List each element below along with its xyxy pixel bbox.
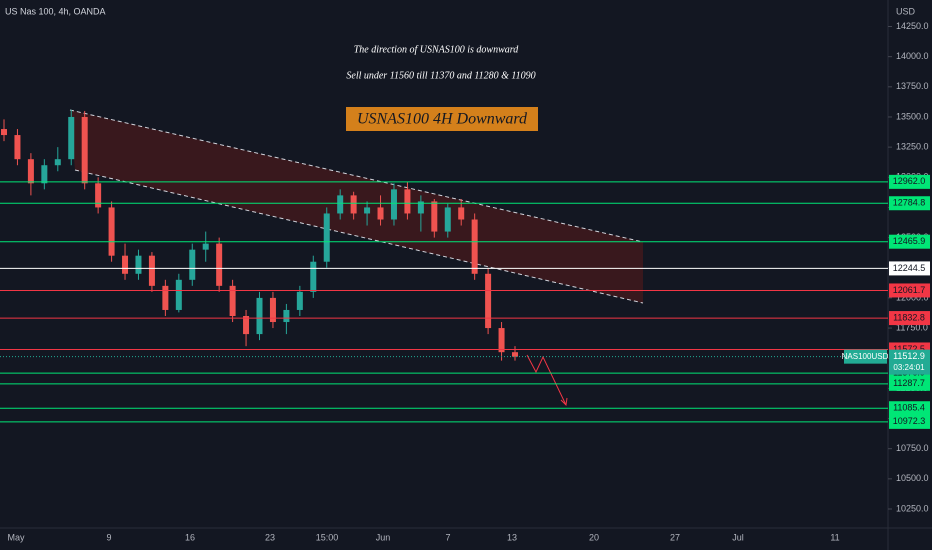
candle-body (122, 255, 129, 274)
x-tick-label: 27 (670, 532, 680, 542)
chart-title: US Nas 100, 4h, OANDA (5, 6, 106, 16)
level-label: 11287.7 (893, 378, 925, 388)
symbol-box (844, 349, 887, 364)
candle-body (229, 285, 236, 316)
x-tick-label: 20 (589, 532, 599, 542)
projection-arrow (526, 354, 567, 406)
annotation: Sell under 11560 till 11370 and 11280 & … (346, 70, 535, 81)
x-tick-label: Jun (376, 532, 391, 542)
currency: USD (896, 6, 916, 16)
candle-body (108, 207, 115, 256)
candle-body (81, 116, 88, 184)
last-price-box (889, 349, 930, 375)
x-tick-label: 23 (265, 532, 275, 542)
candle-body (471, 219, 478, 274)
x-tick-label: Jul (732, 532, 744, 542)
level-label: 11572.5 (893, 344, 925, 354)
candle-body (485, 273, 492, 329)
level-label-box (889, 414, 930, 429)
candle-body (323, 213, 330, 262)
symbol-label: NAS100USD (842, 352, 889, 361)
candle-body (431, 201, 438, 232)
x-tick-label: 13 (507, 532, 517, 542)
x-tick-label: 16 (185, 532, 195, 542)
candle-body (202, 243, 209, 250)
banner: USNAS100 4H Downward (357, 111, 528, 128)
candle-body (310, 261, 317, 292)
candle-body (377, 207, 384, 220)
level-label: 12962.0 (893, 176, 926, 186)
candle-body (364, 207, 371, 214)
level-label: 12784.8 (893, 198, 926, 208)
candle-body (27, 159, 34, 184)
y-tick-label: 11750.0 (896, 322, 928, 332)
x-tick-label: 15:00 (316, 532, 339, 542)
candle-body (175, 279, 182, 310)
level-label-box (889, 311, 930, 326)
candle-body (256, 297, 263, 335)
y-tick-label: 13250.0 (896, 142, 929, 152)
countdown: 03:24:01 (893, 363, 925, 372)
x-tick-label: 7 (445, 532, 450, 542)
level-label-box (889, 401, 930, 416)
candle-body (1, 129, 7, 136)
y-tick-label: 10500.0 (896, 473, 929, 483)
x-tick-label: May (7, 532, 25, 542)
level-label: 10972.3 (893, 416, 926, 426)
candle-body (243, 316, 250, 335)
level-label-box (889, 261, 930, 276)
candle-body (337, 195, 344, 214)
level-label-box (889, 234, 930, 249)
candle-body (68, 116, 75, 160)
candle-body (512, 352, 518, 357)
level-label-box (889, 174, 930, 189)
channel-lower (74, 169, 644, 304)
candle-body (404, 189, 411, 214)
y-tick-label: 10750.0 (896, 443, 929, 453)
last-price-label: 11512.9 (893, 351, 925, 361)
candle-body (498, 328, 505, 353)
candle-body (283, 309, 290, 323)
candle-body (162, 285, 169, 310)
level-label: 11832.8 (893, 312, 925, 322)
candle-body (296, 291, 303, 310)
candle-body (350, 195, 357, 214)
level-label: 12244.5 (893, 263, 926, 273)
candle-body (417, 201, 424, 214)
candle-body (444, 207, 451, 232)
level-label: 12465.9 (893, 236, 926, 246)
level-label: 11085.4 (893, 403, 925, 413)
x-tick-label: 9 (106, 532, 111, 542)
banner-box (346, 107, 538, 131)
candle-body (216, 243, 223, 286)
y-tick-label: 13750.0 (896, 81, 929, 91)
candle-body (148, 255, 155, 286)
level-label-box (889, 376, 930, 391)
y-tick-label: 13500.0 (896, 111, 929, 121)
y-tick-label: 10250.0 (896, 503, 929, 513)
candle-body (41, 165, 48, 184)
candle-body (458, 207, 465, 220)
y-tick-label: 14000.0 (896, 51, 929, 61)
candle-body (54, 159, 61, 166)
candle-body (189, 249, 196, 280)
y-tick-label: 14250.0 (896, 21, 929, 31)
level-label: 12061.7 (893, 285, 926, 295)
channel-upper (69, 109, 644, 243)
candle-body (390, 189, 397, 220)
x-tick-label: 11 (830, 532, 839, 542)
candle-body (135, 255, 142, 274)
level-label-box (889, 196, 930, 211)
candle-body (269, 297, 276, 323)
arrow-head (560, 397, 568, 407)
level-label-box (889, 283, 930, 298)
candle-body (14, 135, 21, 160)
annotation: The direction of USNAS100 is downward (354, 44, 520, 55)
candle-body (95, 183, 102, 208)
